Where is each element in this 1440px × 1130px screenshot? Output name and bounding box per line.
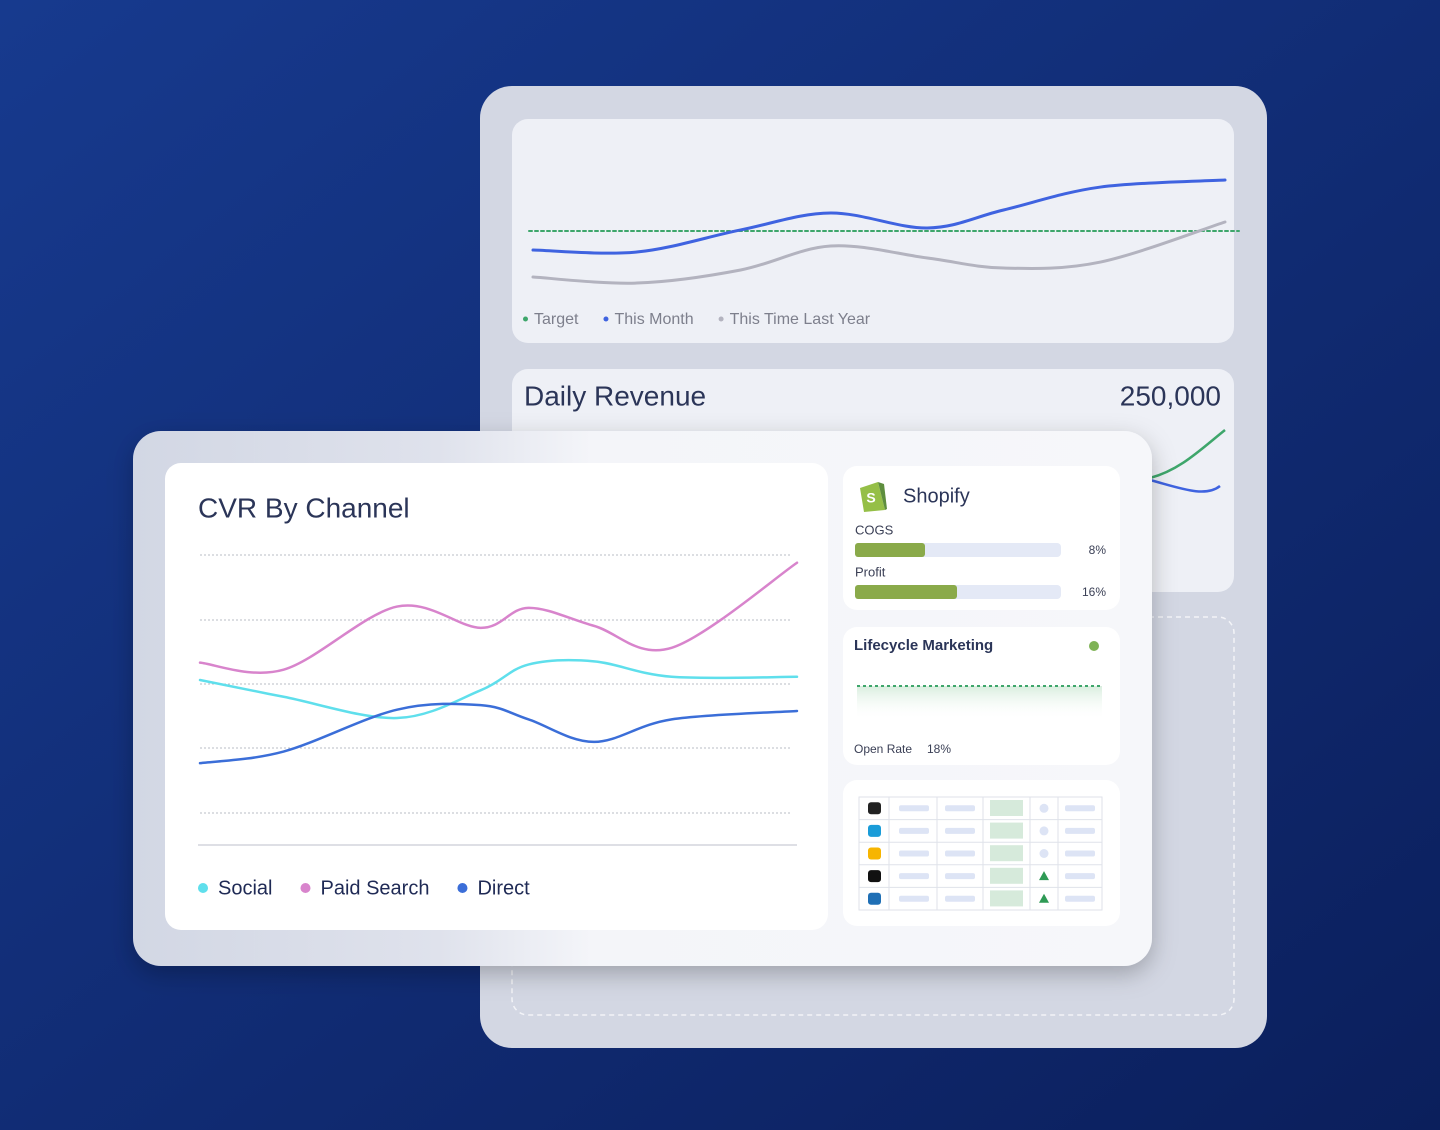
cell-dot xyxy=(1039,849,1049,858)
cell-bar xyxy=(1065,827,1095,834)
legend-label: Paid Search xyxy=(320,877,429,899)
lifecycle-value: 18% xyxy=(927,742,951,756)
shopify-title: Shopify xyxy=(903,485,970,507)
cell-up xyxy=(1039,893,1049,903)
cell-bar xyxy=(945,827,975,834)
cogs-label: COGS xyxy=(855,522,894,537)
cell-bar xyxy=(1065,805,1095,812)
cell-up xyxy=(1039,871,1049,881)
series-line xyxy=(198,658,799,720)
series-line xyxy=(198,702,799,765)
row-icon xyxy=(868,824,881,837)
cell-bar xyxy=(899,827,929,834)
row-icon xyxy=(868,870,881,883)
series-line xyxy=(531,178,1227,255)
profit-label: Profit xyxy=(855,564,886,579)
cell-bar xyxy=(1065,850,1095,857)
revenue-line xyxy=(1149,429,1226,480)
table-frame xyxy=(858,796,1103,911)
cell-bar xyxy=(945,805,975,812)
shopify-bag xyxy=(860,482,885,512)
legend-dot xyxy=(603,316,609,322)
profit-value: 16% xyxy=(1082,585,1106,599)
revenue-value: 250,000 xyxy=(1120,380,1221,411)
legend-label: This Time Last Year xyxy=(730,311,871,328)
lifecycle-metric: Open Rate xyxy=(854,742,912,756)
legend-dot xyxy=(523,316,528,322)
trend-chart: Target This Month This Time Last Year xyxy=(523,178,1240,328)
cell-fill xyxy=(990,867,1023,884)
integration-table xyxy=(858,796,1103,911)
legend-dot xyxy=(300,883,311,893)
cvr-grid xyxy=(198,554,797,846)
row-icon xyxy=(868,847,881,860)
progress-fill xyxy=(855,543,925,557)
cell-fill xyxy=(990,800,1023,816)
legend-label: This Month xyxy=(614,311,693,328)
legend-label: Direct xyxy=(477,877,530,899)
cell-fill xyxy=(990,890,1023,907)
cell-bar xyxy=(899,850,929,857)
cell-dot xyxy=(1039,826,1049,836)
cell-bar xyxy=(1065,895,1095,902)
revenue-title: Daily Revenue xyxy=(524,380,706,411)
cell-bar xyxy=(945,895,975,902)
cell-bar xyxy=(1065,873,1095,880)
cell-bar xyxy=(899,805,929,812)
series-line xyxy=(198,561,799,674)
cell-dot xyxy=(1039,803,1049,813)
lifecycle-area xyxy=(857,686,1102,720)
series-line xyxy=(531,220,1227,285)
table-card xyxy=(843,780,1120,926)
legend-label: Social xyxy=(218,877,272,899)
cell-bar xyxy=(945,873,975,880)
cvr-chart: Social Paid Search Direct xyxy=(198,561,799,899)
shopify-bag-side xyxy=(878,482,887,510)
progress-fill xyxy=(855,585,957,599)
row-icon xyxy=(868,892,881,905)
legend-dot xyxy=(457,883,468,893)
shopify-logo: S xyxy=(860,482,887,512)
cvr-card xyxy=(165,463,828,930)
row-icon xyxy=(868,802,881,815)
legend-dot xyxy=(718,316,724,322)
shopify-s: S xyxy=(866,490,875,506)
cell-fill xyxy=(990,822,1023,839)
status-dot xyxy=(1089,641,1099,651)
cogs-value: 8% xyxy=(1089,543,1107,557)
cell-fill xyxy=(990,845,1023,862)
cvr-title: CVR By Channel xyxy=(198,492,410,523)
cell-bar xyxy=(945,850,975,857)
cell-bar xyxy=(899,895,929,902)
legend-label: Target xyxy=(534,311,579,328)
legend-dot xyxy=(198,883,208,893)
shopify-card xyxy=(843,466,1120,610)
revenue-line xyxy=(1149,478,1221,493)
cell-bar xyxy=(899,873,929,880)
lifecycle-title: Lifecycle Marketing xyxy=(854,637,993,654)
